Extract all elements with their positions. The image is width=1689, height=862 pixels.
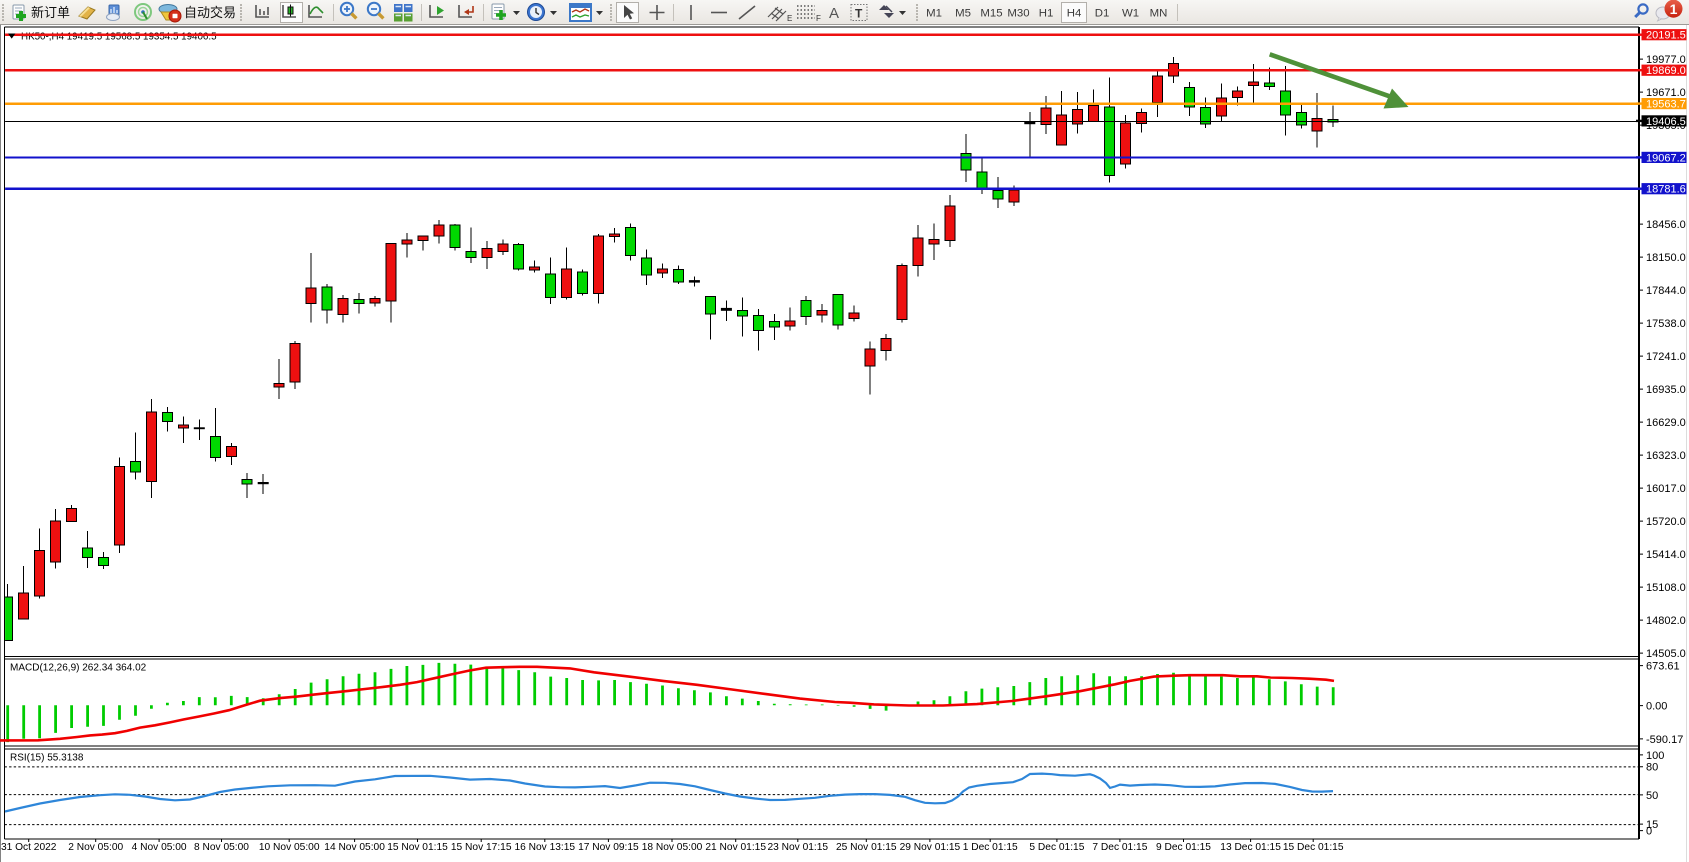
svg-text:MACD(12,26,9) 262.34 364.02: MACD(12,26,9) 262.34 364.02 [10,663,147,674]
svg-text:自动交易: 自动交易 [184,5,236,20]
svg-text:M5: M5 [955,8,971,20]
svg-text:8 Nov 05:00: 8 Nov 05:00 [194,842,249,853]
svg-text:29 Nov 01:15: 29 Nov 01:15 [900,842,961,853]
svg-text:18150.0: 18150.0 [1646,252,1686,264]
svg-text:15108.0: 15108.0 [1646,582,1686,594]
svg-text:19406.5: 19406.5 [1646,116,1686,128]
svg-text:15414.0: 15414.0 [1646,549,1686,561]
svg-text:15720.0: 15720.0 [1646,516,1686,528]
svg-text:H4: H4 [1067,8,1082,20]
svg-text:H1: H1 [1039,8,1054,20]
svg-text:14 Nov 05:00: 14 Nov 05:00 [324,842,385,853]
svg-text:100: 100 [1646,750,1664,762]
svg-text:17844.0: 17844.0 [1646,285,1686,297]
svg-text:18 Nov 05:00: 18 Nov 05:00 [642,842,703,853]
svg-text:M1: M1 [926,8,942,20]
svg-text:1 Dec 01:15: 1 Dec 01:15 [963,842,1018,853]
svg-text:新订单: 新订单 [31,5,70,20]
svg-text:14505.0: 14505.0 [1646,648,1686,660]
svg-text:A: A [829,5,839,22]
svg-text:16323.0: 16323.0 [1646,450,1686,462]
svg-text:13 Dec 01:15: 13 Dec 01:15 [1220,842,1281,853]
svg-text:D1: D1 [1095,8,1110,20]
svg-text:0.00: 0.00 [1646,701,1667,713]
svg-text:T: T [855,7,863,21]
svg-text:80: 80 [1646,762,1658,774]
svg-text:19977.0: 19977.0 [1646,54,1686,66]
svg-text:-590.17: -590.17 [1646,734,1683,746]
svg-text:16017.0: 16017.0 [1646,483,1686,495]
svg-text:19671.0: 19671.0 [1646,87,1686,99]
svg-text:M15: M15 [980,8,1002,20]
svg-text:F: F [816,14,821,23]
svg-text:9 Dec 01:15: 9 Dec 01:15 [1156,842,1211,853]
svg-text:17538.0: 17538.0 [1646,318,1686,330]
svg-text:20191.5: 20191.5 [1646,30,1686,42]
svg-text:15 Nov 17:15: 15 Nov 17:15 [451,842,512,853]
svg-text:21 Nov 01:15: 21 Nov 01:15 [705,842,766,853]
svg-text:0: 0 [1646,826,1652,838]
svg-text:25 Nov 01:15: 25 Nov 01:15 [836,842,897,853]
svg-text:17 Nov 09:15: 17 Nov 09:15 [578,842,639,853]
svg-text:31 Oct 2022: 31 Oct 2022 [1,842,57,853]
svg-text:RSI(15) 55.3138: RSI(15) 55.3138 [10,753,84,764]
svg-text:1: 1 [1670,1,1678,17]
svg-text:15: 15 [1646,819,1658,831]
svg-text:W1: W1 [1122,8,1139,20]
svg-text:18456.0: 18456.0 [1646,219,1686,231]
svg-text:18781.6: 18781.6 [1646,184,1686,196]
svg-text:2 Nov 05:00: 2 Nov 05:00 [68,842,123,853]
svg-text:16 Nov 13:15: 16 Nov 13:15 [514,842,575,853]
svg-text:7 Dec 01:15: 7 Dec 01:15 [1092,842,1147,853]
svg-text:14802.0: 14802.0 [1646,615,1686,627]
svg-text:5 Dec 01:15: 5 Dec 01:15 [1029,842,1084,853]
svg-text:15 Nov 01:15: 15 Nov 01:15 [387,842,448,853]
svg-text:16629.0: 16629.0 [1646,417,1686,429]
svg-text:10 Nov 05:00: 10 Nov 05:00 [259,842,320,853]
svg-text:M30: M30 [1007,8,1029,20]
svg-text:19869.0: 19869.0 [1646,65,1686,77]
svg-text:E: E [787,14,792,23]
svg-text:4 Nov 05:00: 4 Nov 05:00 [132,842,187,853]
svg-text:50: 50 [1646,790,1658,802]
svg-text:17241.0: 17241.0 [1646,351,1686,363]
svg-text:MN: MN [1150,8,1168,20]
svg-text:23 Nov 01:15: 23 Nov 01:15 [767,842,828,853]
svg-text:HK50-,H4 19419.5 19568.5 1935: HK50-,H4 19419.5 19568.5 19354.5 19406.5 [21,32,217,43]
svg-text:19067.2: 19067.2 [1646,152,1686,164]
svg-text:673.61: 673.61 [1646,661,1680,673]
svg-text:16935.0: 16935.0 [1646,384,1686,396]
svg-text:19563.7: 19563.7 [1646,99,1686,111]
svg-text:15 Dec 01:15: 15 Dec 01:15 [1283,842,1344,853]
